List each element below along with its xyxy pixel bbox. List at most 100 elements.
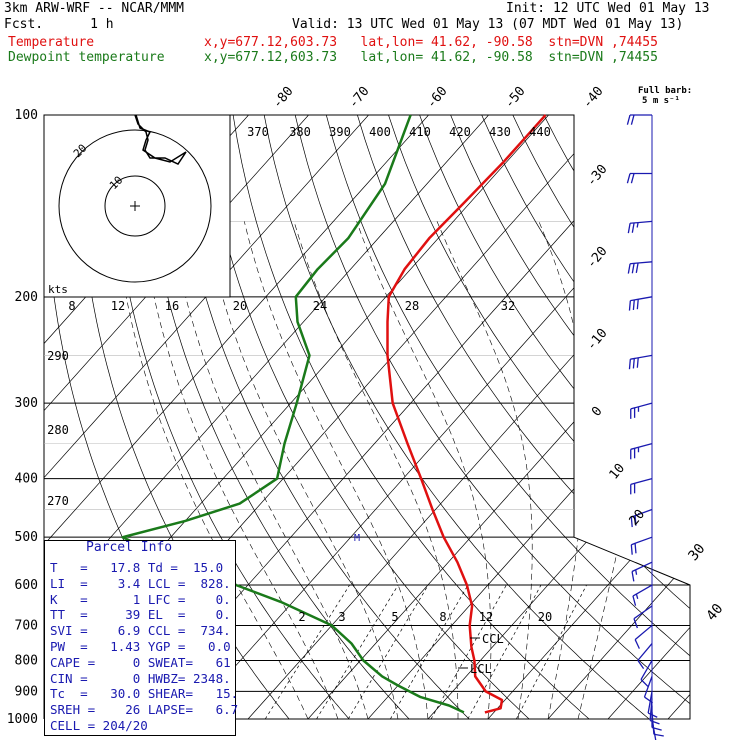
wind-barb-flag — [631, 263, 635, 274]
isotherm-label: -60 — [424, 84, 451, 112]
parcel-info-row: CAPE = 0 SWEAT= 61 — [50, 654, 231, 670]
theta-label: 370 — [247, 125, 269, 139]
model-title: 3km ARW-WRF -- NCAR/MMM — [4, 1, 185, 16]
dry-adiabat-line — [294, 115, 690, 719]
theta-label: 420 — [449, 125, 471, 139]
wind-barb-flag — [644, 696, 654, 704]
wind-barb-flag — [630, 173, 635, 184]
mixing-ratio-line — [347, 584, 429, 719]
dry-adiabat-line — [170, 115, 470, 719]
mixing-ratio-line — [467, 584, 542, 719]
dry-adiabat-line — [325, 115, 690, 719]
mixing-ratio-label: 2 — [298, 610, 305, 624]
parcel-info-row: CELL = 204/20 — [50, 718, 148, 733]
parcel-info-row: LI = 3.4 LCL = 828. — [50, 575, 231, 591]
theta-label: 430 — [489, 125, 511, 139]
temperature-legend: Temperature — [8, 35, 95, 50]
wind-barb-flag — [634, 515, 637, 526]
wind-barb-flag — [628, 359, 631, 370]
isotherm-line — [667, 115, 690, 719]
mixing-ratio-label: 20 — [538, 610, 552, 624]
theta-label: 270 — [47, 494, 69, 508]
wind-barb-flag — [647, 712, 658, 718]
wind-barb — [643, 676, 654, 704]
pressure-tick-label: 500 — [15, 530, 38, 545]
melting-level-label: M — [354, 533, 360, 544]
wind-barb-staff — [634, 624, 653, 641]
wind-barb-staff — [631, 536, 653, 546]
wind-barb-flag — [630, 544, 633, 555]
isotherm-line — [607, 115, 690, 719]
wind-barb — [628, 354, 653, 370]
parcel-info-panel — [44, 540, 236, 736]
isotherm-label: 40 — [703, 601, 726, 624]
dry-adiabat-line — [699, 115, 740, 719]
wind-barb — [630, 442, 653, 460]
isotherm-label: 30 — [685, 541, 708, 564]
hodograph-speed-units: kts — [48, 283, 68, 296]
wind-barb-flag — [630, 114, 635, 125]
mixing-ratio-label: 5 — [391, 610, 398, 624]
wind-barb-staff — [637, 643, 653, 661]
dewpoint-legend: Dewpoint temperature — [8, 50, 165, 65]
wind-barb-flag — [626, 114, 631, 125]
wind-barb-staff — [630, 261, 653, 265]
pressure-tick-label: 400 — [15, 472, 38, 487]
ccl-label: CCL — [482, 632, 504, 646]
moist-adiabat-line — [140, 221, 339, 719]
wind-barbs — [626, 114, 664, 740]
dry-adiabat-line — [263, 115, 650, 719]
moist-adiabat-line — [436, 221, 533, 719]
dry-adiabat-line — [419, 115, 690, 719]
theta-label: 290 — [47, 349, 69, 363]
pressure-tick-label: 100 — [15, 108, 38, 123]
wind-barb — [630, 536, 653, 555]
isotherm-line — [307, 115, 690, 719]
hodograph-ring-20 — [58, 129, 212, 283]
mixing-ratio-label: 8 — [439, 610, 446, 624]
wind-barb-flag — [636, 357, 639, 368]
isotherm-label: 10 — [607, 461, 629, 483]
wind-barb-staff — [630, 442, 653, 450]
wind-barb-staff — [643, 676, 653, 698]
wind-barb — [630, 508, 653, 528]
temperature-location: x,y=677.12,603.73 lat,lon= 41.62, -90.58… — [204, 35, 658, 50]
pressure-tick-label: 600 — [15, 578, 38, 593]
hodograph-speed-tick: 16 — [165, 299, 179, 313]
isotherm-line — [247, 115, 690, 719]
wind-barb-staff — [630, 402, 653, 410]
isotherm-line — [487, 115, 690, 719]
dewpoint-location: x,y=677.12,603.73 lat,lon= 41.62, -90.58… — [204, 50, 658, 65]
parcel-info-row: Tc = 30.0 SHEAR= 15. — [50, 686, 239, 702]
mixing-ratio-label: 3 — [338, 610, 345, 624]
dry-adiabat-line — [512, 115, 690, 719]
moist-adiabat-line — [293, 221, 459, 719]
isotherm-line — [44, 115, 489, 719]
wind-barb-flag — [633, 618, 639, 629]
wind-barb — [627, 261, 653, 274]
wind-barb-staff — [630, 296, 653, 302]
pressure-tick-label: 800 — [15, 653, 38, 668]
dry-adiabat-line — [357, 115, 690, 719]
wind-barb-flag — [627, 223, 631, 234]
parcel-info-row: T = 17.8 Td = 15.0 — [50, 560, 224, 575]
wind-barb-flag — [631, 571, 635, 582]
wind-barb-staff — [632, 584, 653, 597]
wind-barb-flag — [635, 569, 638, 575]
parcel-info-row: CIN = 0 HWBZ= 2348. — [50, 670, 231, 686]
wind-barb-flag — [634, 543, 637, 554]
wind-barb — [647, 691, 658, 718]
dry-adiabat-line — [605, 115, 690, 719]
isotherm-label: -20 — [584, 244, 611, 272]
valid-time: Valid: 13 UTC Wed 01 May 13 (07 MDT Wed … — [292, 17, 684, 32]
wind-barb — [634, 624, 653, 649]
dry-adiabat-line — [388, 115, 690, 719]
isotherm-line — [44, 115, 429, 719]
hodograph-trace — [134, 114, 187, 165]
isotherm-label: -30 — [584, 162, 611, 190]
wind-barb-flag — [626, 173, 631, 184]
wind-barb-flag — [628, 300, 631, 311]
parcel-info-row: SVI = 6.9 CCL = 734. — [50, 623, 231, 639]
